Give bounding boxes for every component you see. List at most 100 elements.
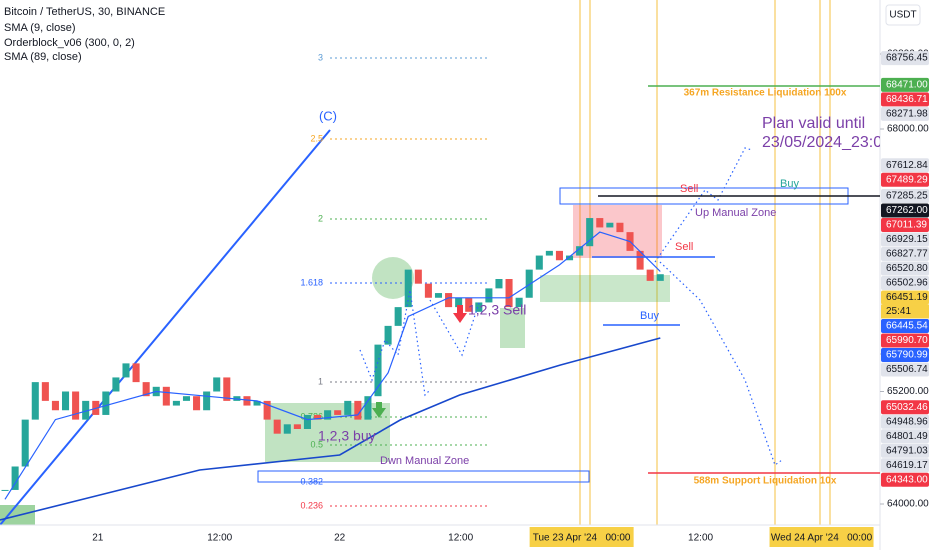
moving-average [4,231,661,500]
price-tag [881,158,929,173]
candle [273,419,281,434]
price-tag-label: 67011.39 [886,220,927,231]
signal-label: Sell [680,183,698,195]
candle [535,255,543,270]
down-manual-zone [257,470,590,483]
signal-label: 1,2,3 buy [318,428,376,444]
candle [344,400,352,415]
x-tick-highlight [769,527,874,547]
price-tag [881,429,929,444]
candle [72,391,80,420]
price-tag [881,172,929,187]
price-tag [881,189,929,204]
candle [313,414,322,420]
price-tag-label: 66445.54 [886,321,928,332]
candle [505,279,513,308]
candle [545,250,553,256]
candle [334,410,342,415]
candle [485,288,493,303]
price-tag-label: 66827.77 [886,249,928,260]
candle [253,400,261,406]
session-lines [579,0,831,525]
fib-label: 1 [318,376,323,386]
x-tick-highlight [529,527,634,547]
candle [576,246,584,256]
price-tag [881,362,929,377]
price-tag-label: 64948.96 [886,416,928,427]
plan-text: 23/05/2024_23:00 [762,134,891,151]
x-tick-label: Wed 24 Apr '24 00:00 [771,533,873,544]
candle [636,250,644,270]
fib-label: 2.5 [310,133,323,143]
candle [596,218,604,228]
zone-label: Up Manual Zone [695,207,776,219]
candle [324,410,332,420]
currency-button[interactable] [885,4,921,26]
countdown-label: 25:41 [886,306,911,317]
price-tag [881,106,929,121]
candle [182,396,191,401]
candle [495,279,503,289]
price-tag-label: 65790.99 [886,350,928,361]
price-tag-label: 64801.49 [886,431,928,442]
price-tag-label: 65032.46 [886,402,928,413]
price-tag-label: 67285.25 [886,191,928,202]
resistance-label: 367m Resistance Liquidation 100x [684,88,847,99]
candle [172,400,180,406]
signal-label: Sell [675,241,693,253]
price-tag-label: 67489.29 [886,174,928,185]
fib-label: 1.618 [300,277,323,287]
x-tick-label: 22 [334,533,346,544]
candle [555,250,563,261]
y-tick-label: 64000.00 [887,499,929,510]
x-tick-label: 21 [92,533,104,544]
candle [51,400,59,411]
candle [374,344,382,397]
candle [142,382,150,397]
currency-label[interactable]: USDT [889,10,916,21]
price-tag-label: 67612.84 [886,160,928,171]
price-tag-label: 66502.96 [886,278,928,289]
price-tag-label: 64343.00 [886,474,928,485]
indicator-label: SMA (89, close) [4,51,82,63]
fib-label: 0.382 [300,476,323,486]
candle [475,302,483,312]
fib-label: 3 [318,52,323,62]
x-tick-label: 12:00 [688,533,713,544]
candle [354,400,362,420]
candle [162,386,170,406]
price-tag [881,51,929,66]
price-tag-label: 68436.71 [886,94,928,105]
candle [445,293,453,308]
price-tag [881,443,929,458]
demand-zone [500,308,525,348]
candle [82,400,90,420]
candle [656,274,664,281]
plot-area: 3 2.5 2 1.618 1 0.786 0.5 0.382 0.236 [0,0,831,525]
candle [102,391,110,415]
price-tag-label: 68271.98 [886,108,928,119]
price-tag-label: 66520.80 [886,263,928,274]
price-tag [881,77,929,92]
fib-label: 0.5 [310,439,323,449]
x-tick-label: 12:00 [207,533,232,544]
candle [424,283,432,298]
candle [414,269,422,284]
price-tag-label: 66929.15 [886,234,928,245]
price-tag [881,458,929,473]
price-tag-label: 67262.00 [886,205,928,216]
buy-arrow [372,402,386,418]
fib-label: 0.786 [300,411,323,421]
candle [384,325,392,345]
candle [465,297,473,312]
y-tick-label: 68000.00 [887,124,929,135]
candle [193,396,201,411]
candle [61,391,70,411]
projection-path [359,147,783,466]
overlays: (C) 367m Resistance Liquidation 100x 588… [257,85,891,487]
candle [41,382,49,401]
moving-average [0,337,661,521]
candle [455,297,463,308]
price-tag [881,348,929,363]
